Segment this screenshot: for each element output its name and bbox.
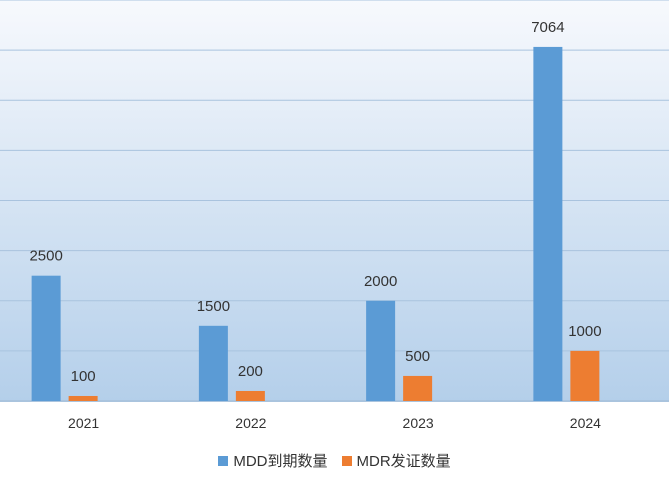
bar-2021-series-2 [68, 395, 98, 401]
bar-2024-series-1 [533, 46, 563, 402]
x-tick-label-2024: 2024 [570, 415, 601, 431]
bar-2021-series-1 [31, 275, 61, 401]
value-label-2022-series-1: 1500 [197, 298, 230, 315]
bar-2023-series-1 [366, 300, 396, 401]
legend-label-series-1: MDD到期数量 [233, 453, 328, 470]
value-label-2024-series-1: 7064 [531, 19, 564, 36]
value-label-2021-series-2: 100 [71, 368, 96, 385]
bar-2022-series-2 [235, 390, 265, 401]
value-label-2022-series-2: 200 [238, 363, 263, 380]
legend: MDD到期数量 MDR发证数量 [0, 450, 669, 471]
x-axis-ticks: 2021 2022 2023 2024 [68, 415, 601, 431]
value-label-2024-series-2: 1000 [568, 323, 601, 340]
bars [31, 46, 600, 402]
value-label-2021-series-1: 2500 [29, 248, 62, 265]
bar-2024-series-2 [570, 350, 600, 401]
legend-swatch-blue [218, 455, 229, 466]
legend-item-series-2: MDR发证数量 [341, 450, 451, 471]
legend-swatch-orange [341, 455, 352, 466]
bar-2022-series-1 [198, 325, 228, 401]
x-tick-label-2021: 2021 [68, 415, 99, 431]
value-label-2023-series-2: 500 [405, 348, 430, 365]
x-tick-label-2023: 2023 [403, 415, 434, 431]
legend-label-series-2: MDR发证数量 [356, 453, 451, 470]
x-tick-label-2022: 2022 [235, 415, 266, 431]
legend-item-series-1: MDD到期数量 [218, 450, 328, 471]
bar-2023-series-2 [403, 375, 433, 401]
value-labels: 2500 100 1500 200 2000 500 7064 1000 [29, 19, 601, 385]
value-label-2023-series-1: 2000 [364, 273, 397, 290]
